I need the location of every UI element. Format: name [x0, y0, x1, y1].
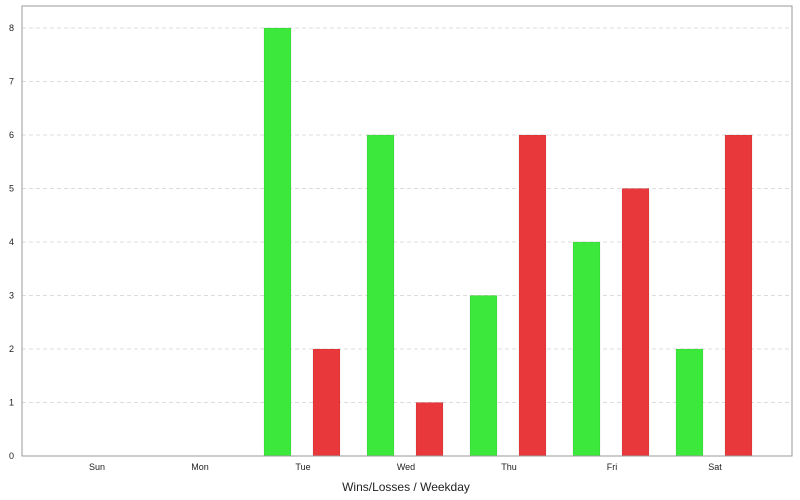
x-tick-label: Tue [295, 462, 310, 472]
y-tick-label: 2 [9, 344, 14, 354]
plot-frame [21, 5, 793, 457]
x-tick-label: Sat [708, 462, 722, 472]
x-axis-title: Wins/Losses / Weekday [342, 480, 470, 494]
loss-bar [621, 188, 650, 457]
x-axis-ticks: Sun Mon Tue Wed Thu Fri Sat [89, 462, 722, 472]
x-tick-label: Sun [89, 462, 105, 472]
win-bar [263, 27, 292, 457]
y-tick-label: 5 [9, 184, 14, 194]
loss-bar [415, 402, 444, 457]
bars [263, 27, 753, 457]
win-bar [572, 241, 601, 457]
y-tick-label: 8 [9, 23, 14, 33]
grid-lines [22, 27, 792, 403]
y-tick-label: 6 [9, 130, 14, 140]
loss-bar [724, 134, 753, 457]
y-tick-label: 0 [9, 451, 14, 461]
y-tick-label: 1 [9, 398, 14, 408]
y-axis-ticks: 0 1 2 3 4 5 6 7 8 [9, 23, 14, 461]
win-bar [469, 295, 498, 457]
loss-bar [518, 134, 547, 457]
loss-bar [312, 348, 341, 457]
x-tick-label: Fri [607, 462, 618, 472]
x-tick-label: Mon [191, 462, 209, 472]
x-tick-label: Thu [501, 462, 517, 472]
x-tick-label: Wed [397, 462, 415, 472]
win-bar [366, 134, 395, 457]
y-tick-label: 7 [9, 77, 14, 87]
y-tick-label: 3 [9, 291, 14, 301]
y-tick-label: 4 [9, 237, 14, 247]
win-bar [675, 348, 704, 457]
